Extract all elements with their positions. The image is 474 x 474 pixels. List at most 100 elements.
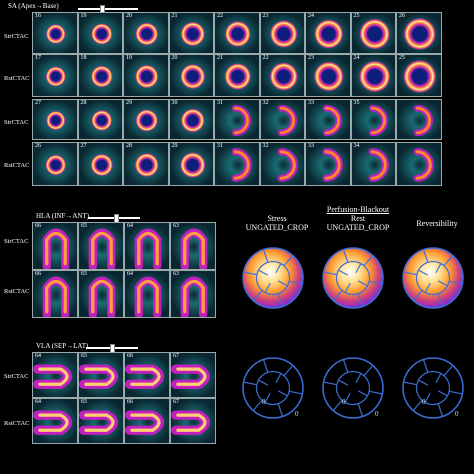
slice-image[interactable]: 63 bbox=[170, 222, 216, 270]
slice-graphic bbox=[79, 399, 123, 443]
slice-graphic bbox=[306, 13, 350, 53]
slice-number: 19 bbox=[126, 55, 132, 61]
slice-image[interactable]: 20 bbox=[168, 54, 214, 97]
polar-outline-map[interactable] bbox=[401, 356, 465, 420]
slice-number: 27 bbox=[80, 143, 87, 149]
slice-image[interactable]: 22 bbox=[259, 54, 305, 97]
slice-number: 23 bbox=[308, 55, 314, 61]
slice-image[interactable]: 33 bbox=[305, 142, 351, 186]
slice-image[interactable]: 35 bbox=[350, 99, 396, 140]
slice-image[interactable]: 32 bbox=[259, 99, 305, 140]
slice-graphic bbox=[260, 55, 305, 96]
slice-image[interactable]: 21 bbox=[168, 12, 214, 54]
slice-image[interactable]: 66 bbox=[32, 270, 78, 318]
slice-graphic bbox=[171, 223, 215, 269]
polar-value: 0 bbox=[422, 398, 426, 406]
slice-image[interactable]: 29 bbox=[168, 142, 214, 186]
slice-image[interactable]: 28 bbox=[77, 99, 123, 140]
slice-graphic bbox=[125, 399, 169, 443]
slice-image[interactable]: 25 bbox=[396, 54, 442, 97]
slice-image[interactable]: 66 bbox=[124, 398, 170, 444]
slice-graphic bbox=[169, 143, 214, 185]
slice-image[interactable]: 22 bbox=[214, 12, 260, 54]
slice-graphic bbox=[351, 13, 396, 53]
vla-slider[interactable] bbox=[86, 344, 138, 354]
slice-graphic bbox=[78, 55, 123, 96]
slice-image[interactable] bbox=[396, 99, 442, 140]
slice-image[interactable]: 16 bbox=[32, 12, 78, 54]
slice-graphic bbox=[33, 13, 77, 53]
slice-image[interactable]: 30 bbox=[168, 99, 214, 140]
polar-outline-map[interactable] bbox=[321, 356, 385, 420]
slice-graphic bbox=[78, 13, 123, 53]
polar-map-title-line1: Stress bbox=[267, 214, 287, 223]
polar-map[interactable] bbox=[241, 246, 305, 310]
slice-number: 65 bbox=[81, 271, 87, 277]
slice-number: 65 bbox=[81, 223, 87, 229]
slice-image[interactable]: 18 bbox=[77, 54, 123, 97]
slice-image[interactable]: 65 bbox=[78, 352, 124, 398]
slice-image[interactable]: 28 bbox=[123, 142, 169, 186]
sa-slider[interactable] bbox=[78, 5, 138, 15]
vla-row-label: RstCTAC bbox=[4, 420, 30, 427]
polar-value: 0 bbox=[375, 410, 379, 418]
slice-number: 27 bbox=[35, 100, 41, 106]
slice-image[interactable]: 24 bbox=[305, 12, 351, 54]
slice-image[interactable]: 27 bbox=[32, 99, 78, 140]
slice-graphic bbox=[215, 100, 259, 139]
slice-image[interactable]: 65 bbox=[78, 270, 124, 318]
slice-image[interactable]: 27 bbox=[77, 142, 123, 186]
slice-image[interactable]: 67 bbox=[170, 352, 216, 398]
slice-graphic bbox=[260, 100, 305, 139]
slice-number: 23 bbox=[262, 13, 269, 19]
polar-map[interactable] bbox=[321, 246, 385, 310]
slice-image[interactable] bbox=[396, 142, 442, 186]
slice-image[interactable]: 19 bbox=[77, 12, 123, 54]
slice-graphic bbox=[215, 143, 259, 185]
slice-image[interactable]: 64 bbox=[124, 222, 170, 270]
slice-image[interactable]: 23 bbox=[305, 54, 351, 97]
slice-image[interactable]: 25 bbox=[350, 12, 396, 54]
slice-number: 18 bbox=[80, 55, 87, 61]
slice-image[interactable]: 63 bbox=[170, 270, 216, 318]
slice-graphic bbox=[351, 143, 396, 185]
slice-image[interactable]: 31 bbox=[214, 142, 260, 186]
slice-image[interactable]: 31 bbox=[214, 99, 260, 140]
slice-image[interactable]: 33 bbox=[305, 99, 351, 140]
slice-image[interactable]: 34 bbox=[350, 142, 396, 186]
slice-image[interactable]: 66 bbox=[124, 352, 170, 398]
hla-slider[interactable] bbox=[88, 214, 140, 224]
polar-map[interactable] bbox=[401, 246, 465, 310]
slice-image[interactable]: 64 bbox=[32, 352, 78, 398]
slice-number: 32 bbox=[262, 143, 269, 149]
slice-image[interactable]: 19 bbox=[123, 54, 169, 97]
slice-image[interactable]: 67 bbox=[170, 398, 216, 444]
slice-number: 21 bbox=[217, 55, 223, 61]
slice-image[interactable]: 21 bbox=[214, 54, 260, 97]
slice-graphic bbox=[215, 13, 259, 53]
slice-graphic bbox=[79, 271, 123, 317]
slice-image[interactable]: 26 bbox=[396, 12, 442, 54]
slice-image[interactable]: 64 bbox=[124, 270, 170, 318]
slice-image[interactable]: 24 bbox=[350, 54, 396, 97]
slice-image[interactable]: 32 bbox=[259, 142, 305, 186]
vla-row-label: StrCTAC bbox=[4, 373, 29, 380]
slice-image[interactable]: 65 bbox=[78, 222, 124, 270]
slice-image[interactable]: 66 bbox=[32, 222, 78, 270]
slice-image[interactable]: 64 bbox=[32, 398, 78, 444]
polar-group-title: Perfusion-Blackout bbox=[326, 205, 390, 214]
slice-number: 26 bbox=[399, 13, 405, 19]
polar-outline-map[interactable] bbox=[241, 356, 305, 420]
slice-image[interactable]: 26 bbox=[32, 142, 78, 186]
slice-number: 66 bbox=[127, 399, 133, 405]
sa-row-label: StrCTAC bbox=[4, 33, 29, 40]
slice-image[interactable]: 17 bbox=[32, 54, 78, 97]
polar-map-title: Rest UNGATED_CROP bbox=[322, 214, 394, 232]
slice-image[interactable]: 20 bbox=[123, 12, 169, 54]
slice-image[interactable]: 23 bbox=[259, 12, 305, 54]
slice-number: 64 bbox=[35, 399, 41, 405]
slice-image[interactable]: 29 bbox=[123, 99, 169, 140]
slice-number: 65 bbox=[81, 353, 87, 359]
slice-image[interactable]: 65 bbox=[78, 398, 124, 444]
slice-graphic bbox=[78, 143, 123, 185]
